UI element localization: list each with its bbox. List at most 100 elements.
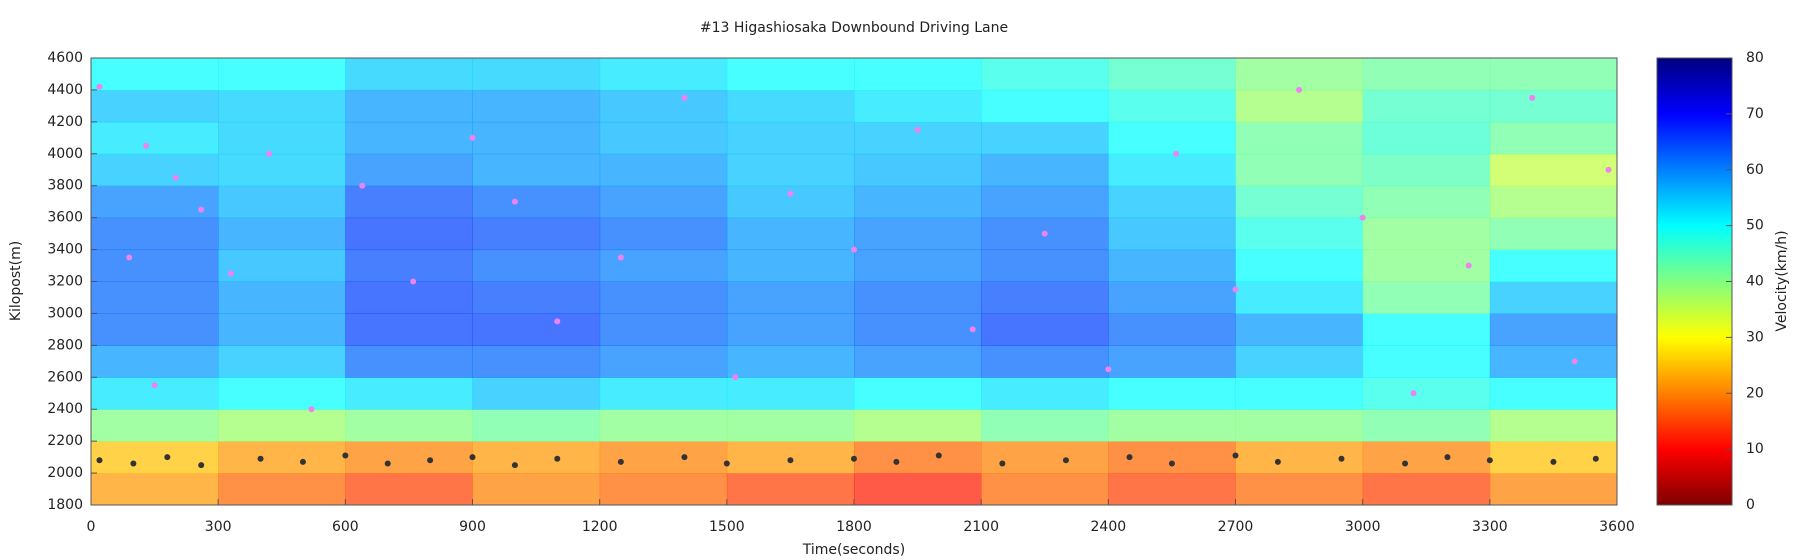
heat-cell bbox=[981, 441, 1109, 474]
heat-cell bbox=[218, 281, 346, 314]
heat-cell bbox=[1362, 313, 1491, 346]
heat-cell bbox=[472, 153, 601, 187]
heat-cell bbox=[1235, 121, 1364, 155]
heat-cell bbox=[1362, 89, 1491, 123]
heat-cell bbox=[599, 58, 728, 91]
point bbox=[999, 460, 1006, 467]
point bbox=[1296, 86, 1303, 93]
colorbar-tick-label: 10 bbox=[1746, 441, 1764, 457]
heat-cell bbox=[1108, 89, 1236, 123]
heat-cell bbox=[599, 441, 728, 474]
point bbox=[1605, 166, 1612, 173]
heat-cell bbox=[91, 281, 219, 314]
heat-cell bbox=[854, 153, 982, 187]
point bbox=[469, 134, 476, 141]
heat-cell bbox=[854, 377, 982, 410]
heat-cell bbox=[345, 441, 473, 474]
heat-cell bbox=[1108, 377, 1236, 410]
point bbox=[1338, 455, 1345, 462]
heat-cell bbox=[472, 217, 601, 251]
colorbar-label: Velocity(km/h) bbox=[1774, 230, 1790, 331]
heat-cell bbox=[1235, 89, 1364, 123]
heat-cell bbox=[981, 473, 1109, 506]
heat-cell bbox=[854, 217, 982, 251]
heat-cell bbox=[91, 249, 219, 282]
point bbox=[1571, 358, 1578, 365]
x-tick-label: 600 bbox=[332, 519, 359, 535]
heat-cell bbox=[345, 345, 473, 378]
point bbox=[198, 462, 205, 469]
heat-cell bbox=[854, 249, 982, 282]
point bbox=[172, 174, 179, 181]
heat-cell bbox=[1108, 409, 1236, 442]
heat-cell bbox=[726, 153, 855, 187]
heat-cell bbox=[345, 473, 473, 506]
heat-cell bbox=[472, 409, 601, 442]
heat-cell bbox=[218, 217, 346, 251]
point bbox=[723, 460, 730, 467]
point bbox=[143, 142, 150, 149]
point bbox=[1410, 390, 1417, 397]
heat-cell bbox=[726, 409, 855, 442]
point bbox=[384, 460, 391, 467]
heat-cell bbox=[854, 89, 982, 123]
y-tick-label: 4000 bbox=[47, 146, 83, 162]
heat-cell bbox=[218, 473, 346, 506]
point bbox=[681, 94, 688, 101]
y-tick-label: 4400 bbox=[47, 82, 83, 98]
heat-cell bbox=[981, 377, 1109, 410]
point bbox=[1232, 452, 1239, 459]
point bbox=[130, 460, 137, 467]
heat-cell bbox=[854, 281, 982, 314]
x-axis-label: Time(seconds) bbox=[802, 542, 905, 558]
heat-cell bbox=[1362, 473, 1491, 506]
heat-cell bbox=[726, 473, 855, 506]
heat-cell bbox=[1235, 58, 1364, 91]
heat-cell bbox=[91, 89, 219, 123]
heat-cell bbox=[91, 58, 219, 91]
heat-cell bbox=[1108, 345, 1236, 378]
heat-cell bbox=[1362, 217, 1491, 251]
heat-cell bbox=[218, 153, 346, 187]
y-tick-label: 2000 bbox=[47, 465, 83, 481]
heat-cell bbox=[472, 377, 601, 410]
y-tick-label: 3800 bbox=[47, 178, 83, 194]
colorbar-tick-label: 40 bbox=[1746, 274, 1764, 290]
heat-cell bbox=[91, 473, 219, 506]
heat-cell bbox=[218, 58, 346, 91]
point bbox=[1465, 262, 1472, 269]
heat-cell bbox=[1489, 121, 1618, 155]
heat-cell bbox=[218, 441, 346, 474]
point bbox=[427, 457, 434, 464]
point bbox=[787, 190, 794, 197]
heat-cell bbox=[1108, 249, 1236, 282]
heat-cell bbox=[726, 58, 855, 91]
point bbox=[1173, 150, 1180, 157]
point bbox=[342, 452, 349, 459]
heat-cell bbox=[1235, 153, 1364, 187]
heat-cell bbox=[599, 345, 728, 378]
heat-cell bbox=[854, 121, 982, 155]
heat-cell bbox=[726, 377, 855, 410]
y-tick-label: 3000 bbox=[47, 305, 83, 321]
heat-cell bbox=[726, 249, 855, 282]
x-tick-label: 300 bbox=[205, 519, 232, 535]
heat-cell bbox=[345, 89, 473, 123]
point bbox=[1232, 286, 1239, 293]
point bbox=[1062, 457, 1069, 464]
y-tick-label: 4200 bbox=[47, 114, 83, 130]
point bbox=[1105, 366, 1112, 373]
heat-cell bbox=[1489, 473, 1618, 506]
point bbox=[164, 454, 171, 461]
heat-cell bbox=[1235, 409, 1364, 442]
point bbox=[511, 462, 518, 469]
point bbox=[308, 406, 315, 413]
heat-cell bbox=[981, 313, 1109, 346]
colorbar-tick-label: 80 bbox=[1746, 50, 1764, 66]
heat-cell bbox=[981, 58, 1109, 91]
chart-title: #13 Higashiosaka Downbound Driving Lane bbox=[700, 20, 1008, 36]
x-tick-label: 3000 bbox=[1345, 519, 1381, 535]
point bbox=[681, 454, 688, 461]
point bbox=[1592, 455, 1599, 462]
heat-cell bbox=[981, 345, 1109, 378]
